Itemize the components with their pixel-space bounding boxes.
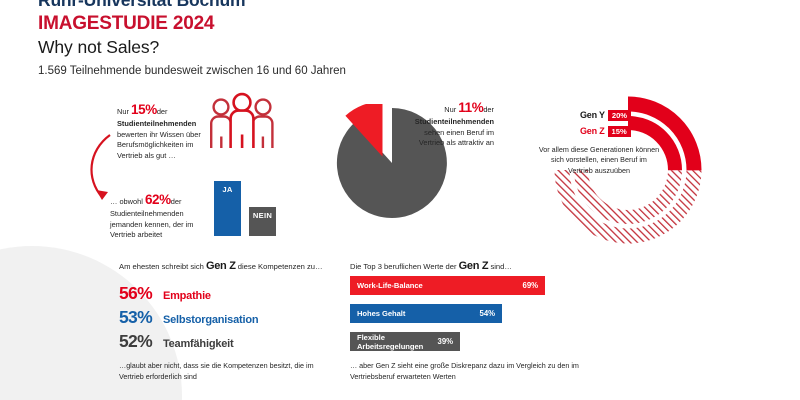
legend-value-gen-z: 15%: [607, 126, 631, 137]
pie-stat-value: 11%: [458, 100, 484, 115]
ring-open-mask: [528, 92, 628, 170]
competences-heading-pre: Am ehesten schreibt sich: [119, 262, 204, 271]
radial-gauge-generations: [528, 92, 758, 244]
competences-footnote: …glaubt aber nicht, dass sie die Kompete…: [119, 361, 314, 381]
legend-row-gen-y: Gen Y 20%: [580, 110, 632, 121]
competence-label-3: Teamfähigkeit: [162, 338, 234, 350]
page-title: Why not Sales?: [38, 37, 160, 58]
pie-chart-attractiveness: [333, 101, 451, 222]
knowledge-stat-suffix: der: [156, 107, 168, 116]
bar-no: NEIN: [249, 207, 276, 236]
network-stat-prefix: … obwohl: [110, 197, 143, 206]
competence-value-3: 52%: [119, 331, 153, 351]
radial-gauge-svg: [528, 92, 702, 244]
knowledge-stat-prefix: Nur: [117, 107, 129, 116]
pie-stat-rest: sehen einen Beruf im Vertrieb als attrak…: [418, 127, 494, 148]
value-bar-label-1: Work-Life-Balance: [357, 281, 423, 290]
legend-label-gen-y: Gen Y: [580, 110, 605, 121]
pie-stat-text: Nur 11%der Studienteilnehmenden sehen ei…: [398, 98, 494, 149]
pie-chart-svg: [336, 101, 447, 218]
brand-title: Ruhr-Universität Bochum: [38, 0, 246, 10]
competence-row-3: 52% Teamfähigkeit: [119, 331, 234, 352]
network-stat-text: … obwohl 62%der Studienteilnehmenden jem…: [110, 190, 208, 241]
network-stat-suffix: der: [170, 197, 182, 206]
value-bar-1: Work-Life-Balance 69%: [350, 276, 545, 295]
pie-stat-suffix: der: [483, 105, 494, 114]
value-bar-value-3: 39%: [437, 337, 454, 346]
curved-arrow-down-right: [90, 134, 111, 200]
network-stat-bold: Studienteilnehmenden: [110, 209, 184, 219]
values-heading-post: sind…: [490, 262, 512, 271]
value-bar-label-2: Hohes Gehalt: [357, 309, 406, 318]
network-stat-rest: jemanden kennen, der im Vertrieb arbeite…: [110, 219, 194, 240]
value-bar-2: Hohes Gehalt 54%: [350, 304, 502, 323]
page-subtitle: 1.569 Teilnehmende bundesweit zwischen 1…: [38, 64, 346, 77]
header: Ruhr-Universität Bochum IMAGESTUDIE 2024…: [38, 0, 598, 79]
competence-value-1: 56%: [119, 283, 153, 303]
value-bar-value-2: 54%: [479, 309, 496, 318]
competence-row-1: 56% Empathie: [119, 283, 211, 304]
curved-arrow-icon: [82, 133, 124, 210]
legend-label-gen-z: Gen Z: [580, 126, 605, 137]
three-people-outline-icon: [210, 92, 274, 148]
bar-yes: JA: [214, 181, 241, 236]
legend-value-gen-y: 20%: [607, 110, 632, 121]
competences-heading-post: diese Kompetenzen zu…: [237, 262, 323, 271]
competence-row-2: 53% Selbstorganisation: [119, 307, 259, 328]
people-group-icon: [208, 92, 276, 155]
value-bar-label-3: Flexible Arbeitsregelungen: [357, 332, 424, 351]
value-bar-value-1: 69%: [522, 281, 539, 290]
radial-note-text: Vor allem diese Generationen können sich…: [538, 145, 660, 175]
legend-row-gen-z: Gen Z 15%: [580, 126, 631, 137]
competence-label-1: Empathie: [162, 290, 211, 302]
pie-stat-bold: Studienteilnehmenden: [414, 117, 494, 127]
knowledge-stat-rest: bewerten ihr Wissen über Berufsmöglichke…: [117, 129, 201, 160]
competence-value-2: 53%: [119, 307, 153, 327]
values-heading: Die Top 3 beruflichen Werte der Gen Z si…: [350, 260, 512, 272]
pie-stat-prefix: Nur: [444, 105, 457, 114]
knowledge-stat-text: Nur 15%der Studienteilnehmenden bewerten…: [117, 100, 209, 161]
values-footnote: … aber Gen Z sieht eine große Diskrepanz…: [350, 361, 579, 381]
pie-slice-red-exploded: [345, 101, 383, 157]
competences-heading: Am ehesten schreibt sich Gen Z diese Kom…: [119, 260, 323, 272]
competence-label-2: Selbstorganisation: [162, 314, 259, 326]
knowledge-stat-bold: Studienteilnehmenden: [117, 119, 197, 129]
competences-heading-gen: Gen Z: [205, 260, 236, 272]
value-bar-3: Flexible Arbeitsregelungen 39%: [350, 332, 460, 351]
values-heading-gen: Gen Z: [458, 260, 489, 272]
network-stat-value: 62%: [144, 192, 171, 207]
values-heading-pre: Die Top 3 beruflichen Werte der: [350, 262, 457, 271]
study-title: IMAGESTUDIE 2024: [38, 12, 215, 34]
knowledge-stat-value: 15%: [130, 102, 157, 117]
